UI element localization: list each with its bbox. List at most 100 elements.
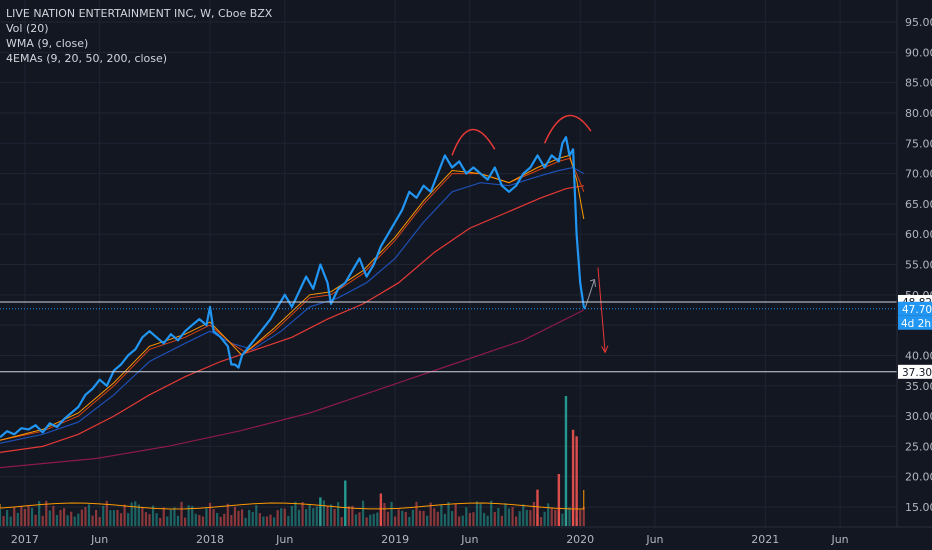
volume-bar [522,504,525,526]
volume-bar [429,502,432,526]
volume-bar [183,517,187,526]
volume-bar [290,506,293,526]
volume-bar [255,505,258,526]
volume-bar [77,513,80,526]
level-tag-label: 47.70 [902,304,932,316]
volume-bar [34,514,37,526]
volume-bar [543,511,546,526]
volume-bar [333,508,336,526]
price-tick-label: 85.00 [905,77,932,90]
volume-bar [180,501,183,526]
symbol-title[interactable]: LIVE NATION ENTERTAINMENT INC, W, Cboe B… [6,7,273,20]
level-tag [898,301,932,316]
time-tick-label: 2018 [196,533,224,546]
volume-bar [41,515,44,526]
price-axis[interactable]: 95.00 90.00 85.00 80.00 75.00 70.00 65.00 60.00… [896,0,932,527]
volume-bar [404,512,407,526]
volume-bar [116,509,119,526]
volume-bar [212,509,215,526]
volume-bar [458,516,461,526]
volume-bar [518,511,521,526]
volume-bar [148,514,151,526]
volume-bar [369,514,372,526]
volume-bar [365,517,368,526]
volume-bar [475,501,479,526]
price-tick-label: 80.00 [905,107,932,120]
volume-bar [301,502,304,526]
volume-bar-spike [564,396,568,526]
chart-legend: LIVE NATION ENTERTAINMENT INC, W, Cboe B… [6,6,272,66]
volume-bar [6,510,9,526]
volume-bar [450,511,454,526]
indicator-lines [0,136,587,469]
volume-bar [461,515,464,526]
volume-bar [38,501,41,526]
volume-bar [401,510,404,526]
volume-bar [248,509,251,526]
volume-ma-line [0,490,585,510]
volume-bar [23,509,27,526]
volume-bar [433,508,436,526]
drawing-annotations [451,114,609,354]
volume-bar [497,507,500,526]
volume-bar [187,505,190,526]
volume-bar [240,509,244,526]
volume-bar [386,511,390,526]
volume-bar [515,516,518,526]
volume-bar [479,503,482,526]
volume-bar [287,515,290,526]
volume-bar [123,504,126,526]
volume-bar [372,513,375,526]
price-tick-label: 20.00 [905,471,932,484]
legend-volume[interactable]: Vol (20) [6,22,49,35]
volume-bar [166,516,169,526]
time-tick-label: Jun [830,533,848,546]
volume-bar [155,513,158,526]
volume-bar [98,517,101,526]
volume-bar [547,503,550,526]
volume-bar [472,512,475,526]
volume-bar [59,509,62,526]
time-tick-label: 2017 [11,533,39,546]
time-tick-label: 2021 [751,533,779,546]
volume-bar [80,509,83,526]
horizontal-levels [0,301,897,373]
legend-emas[interactable]: 4EMAs (9, 20, 50, 200, close) [6,52,168,65]
volume-bar [244,517,247,526]
price-line [0,136,587,439]
volume-bar [525,509,528,526]
volume-bar [529,510,532,526]
volume-bar [507,508,511,526]
volume-bar [9,516,12,526]
volume-bar-spike [557,474,561,526]
price-tick-label: 65.00 [905,198,932,211]
volume-bar [162,507,165,526]
volume-bar [415,501,418,526]
volume-bar [73,516,76,526]
volume-bar [337,502,340,526]
volume-bar-spike [379,493,383,526]
volume-bar [383,503,386,526]
volume-bar [144,512,148,526]
volume-bar [233,506,237,526]
volume-bar [568,507,571,526]
volume-bar [354,514,358,526]
volume-bar [418,510,422,526]
volume-bar [272,517,276,526]
volume-bar [376,512,379,526]
volume-bar [45,500,48,526]
volume-bar [454,503,457,526]
volume-bar [504,503,507,526]
volume-bar [237,510,240,526]
volume-bar [70,511,73,526]
volume-bar [226,503,229,526]
time-axis[interactable]: 2017 Jun 2018 Jun 2019 Jun 2020 Jun 2021 Jun [0,526,932,546]
volume-bars [0,396,585,526]
ema-50-line [0,185,584,453]
volume-bar [0,509,2,526]
volume-bar [351,505,354,526]
volume-bar [329,504,333,526]
legend-wma[interactable]: WMA (9, close) [6,37,89,50]
volume-bar [394,516,397,526]
